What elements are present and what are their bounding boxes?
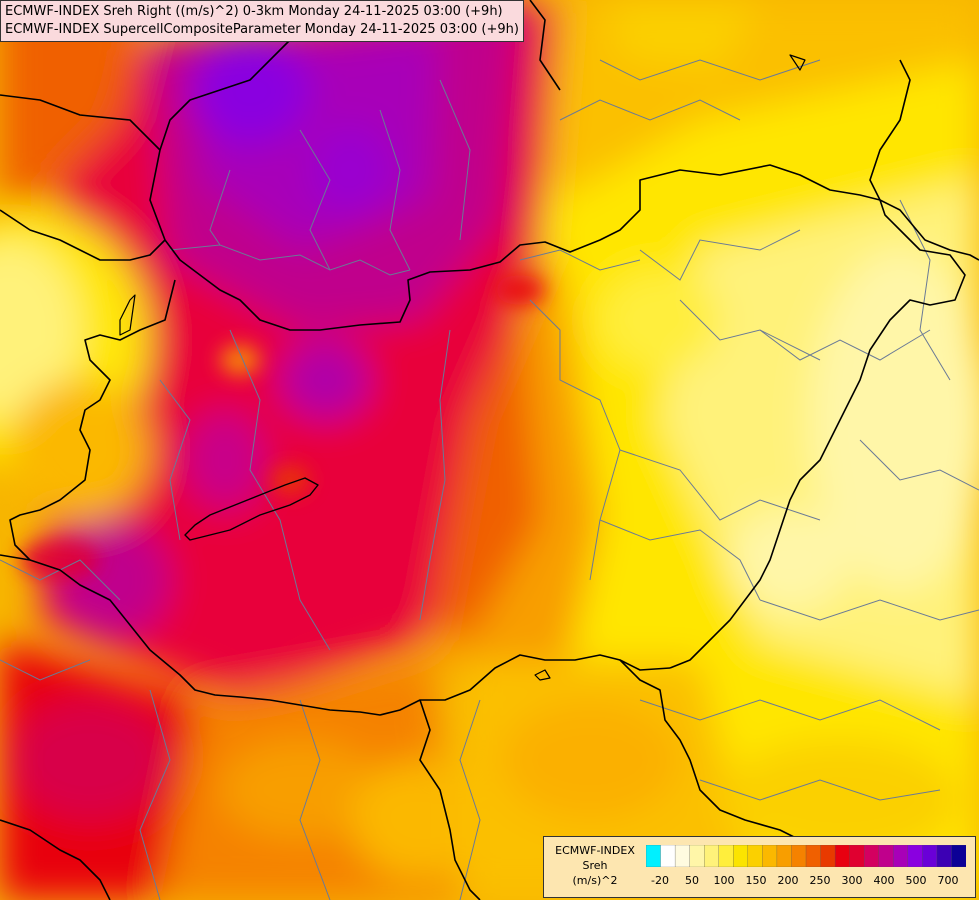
legend-color-bar — [646, 845, 966, 867]
legend-swatch — [834, 845, 851, 867]
legend-swatch — [747, 845, 763, 867]
legend-swatch — [660, 845, 676, 867]
legend-swatch — [805, 845, 822, 867]
legend-swatch — [864, 845, 880, 867]
legend-tick-label: 250 — [809, 874, 831, 887]
legend-swatch — [718, 845, 734, 867]
legend-swatch — [791, 845, 807, 867]
color-legend: ECMWF-INDEX Sreh (m/s)^2 -20 50 100 150 200 2… — [543, 836, 976, 898]
legend-tick-label: 150 — [745, 874, 767, 887]
legend-swatch — [674, 845, 691, 867]
legend-tick-label: 500 — [905, 874, 927, 887]
legend-swatch — [733, 845, 749, 867]
legend-swatch — [849, 845, 865, 867]
legend-swatch — [762, 845, 778, 867]
legend-param: Sreh — [582, 859, 608, 872]
legend-ticks: -20 50 100 150 200 250 300 400 500 700 — [646, 874, 966, 888]
title-line-2: ECMWF-INDEX SupercellCompositeParameter … — [5, 22, 519, 37]
legend-swatch — [936, 845, 952, 867]
legend-swatch — [776, 845, 792, 867]
legend-swatch — [878, 845, 894, 867]
legend-tick-label: 300 — [841, 874, 863, 887]
legend-tick-label: -20 — [651, 874, 669, 887]
map-title: ECMWF-INDEX Sreh Right ((m/s)^2) 0-3km M… — [0, 0, 524, 42]
legend-swatch — [689, 845, 705, 867]
legend-model: ECMWF-INDEX — [555, 844, 635, 857]
legend-swatch — [646, 845, 662, 867]
legend-swatch — [704, 845, 720, 867]
legend-tick-label: 400 — [873, 874, 895, 887]
legend-swatch — [922, 845, 938, 867]
title-line-1: ECMWF-INDEX Sreh Right ((m/s)^2) 0-3km M… — [5, 4, 503, 19]
legend-unit: (m/s)^2 — [572, 874, 618, 887]
legend-tick-label: 100 — [713, 874, 735, 887]
legend-swatch — [820, 845, 836, 867]
legend-tick-label: 200 — [777, 874, 799, 887]
legend-tick-label: 50 — [685, 874, 699, 887]
legend-swatch — [951, 845, 966, 867]
legend-swatch — [893, 845, 909, 867]
legend-tick-label: 700 — [937, 874, 959, 887]
legend-swatch — [907, 845, 923, 867]
